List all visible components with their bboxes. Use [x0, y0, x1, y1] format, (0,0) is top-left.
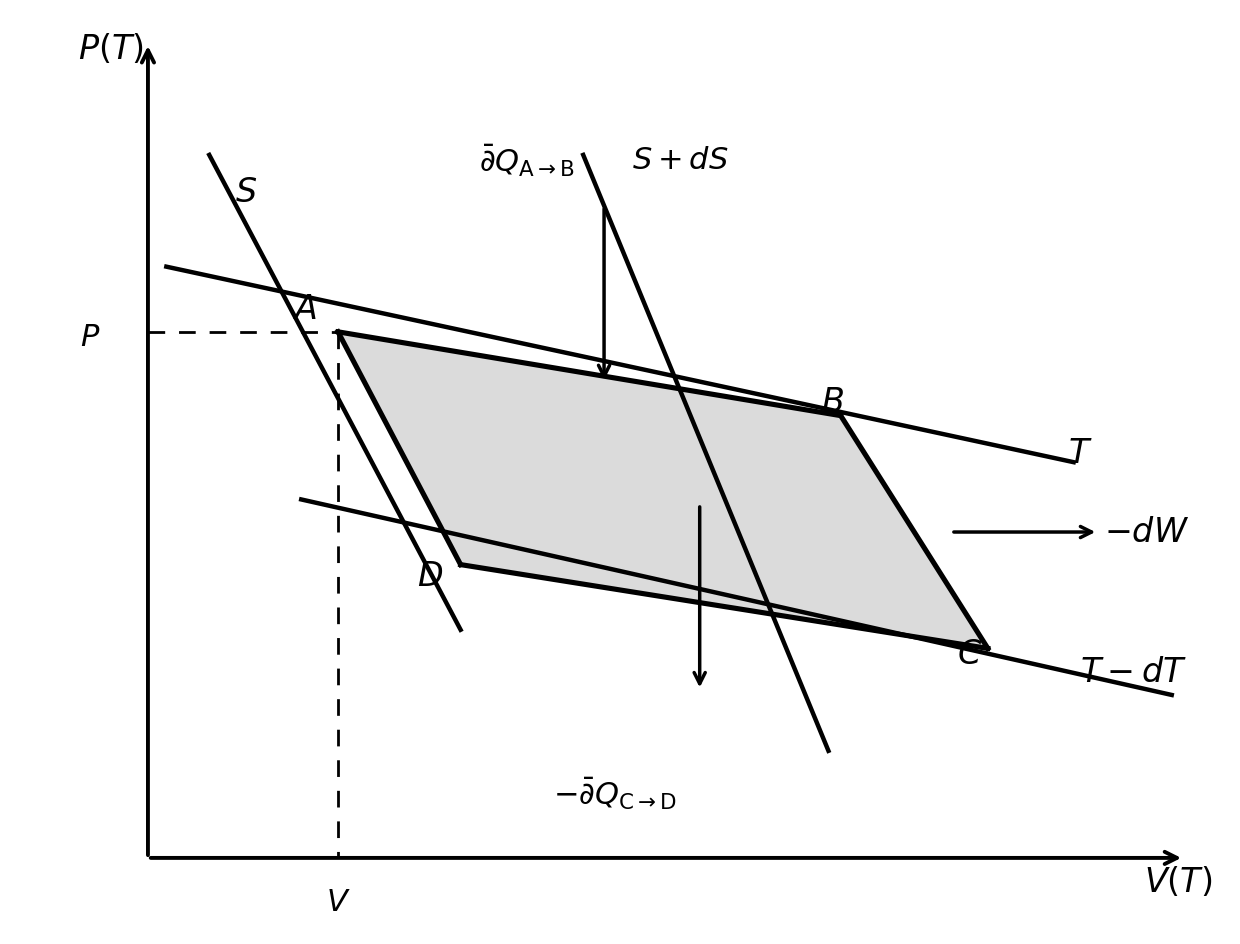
Text: $V$: $V$	[326, 886, 351, 918]
Text: $\bar{\partial}Q_{\mathrm{A{\to}B}}$: $\bar{\partial}Q_{\mathrm{A{\to}B}}$	[479, 143, 575, 178]
Text: $D$: $D$	[417, 560, 443, 593]
Text: $-dW$: $-dW$	[1105, 516, 1189, 548]
Text: $-\bar{\partial}Q_{\mathrm{C{\to}D}}$: $-\bar{\partial}Q_{\mathrm{C{\to}D}}$	[553, 775, 676, 811]
Text: $A$: $A$	[293, 293, 317, 326]
Text: $T$: $T$	[1068, 437, 1092, 469]
Text: $C$: $C$	[957, 637, 982, 670]
Text: $T-dT$: $T-dT$	[1080, 656, 1187, 688]
Text: $P(T)$: $P(T)$	[78, 32, 144, 66]
Text: $P$: $P$	[81, 322, 100, 353]
Polygon shape	[339, 332, 988, 649]
Text: $S+dS$: $S+dS$	[632, 145, 729, 176]
Text: $B$: $B$	[821, 386, 843, 419]
Text: $V(T)$: $V(T)$	[1143, 865, 1211, 899]
Text: $S$: $S$	[234, 177, 257, 209]
